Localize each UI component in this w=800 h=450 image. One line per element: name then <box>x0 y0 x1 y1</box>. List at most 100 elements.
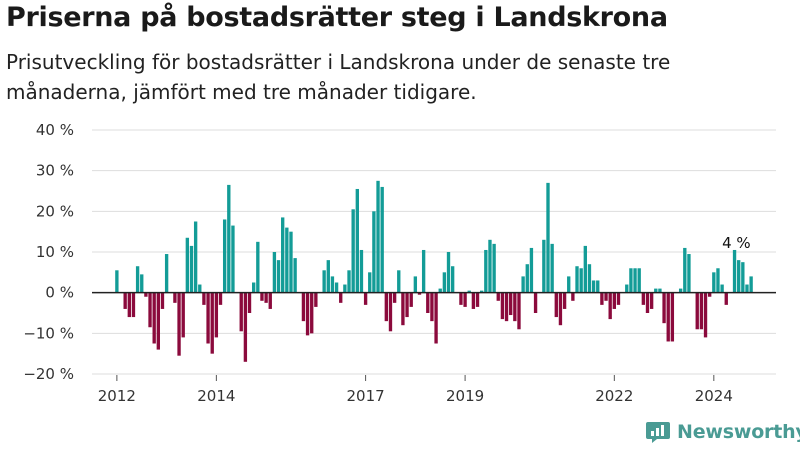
x-tick-label: 2019 <box>446 387 484 405</box>
bar <box>326 260 330 293</box>
bar <box>140 274 144 293</box>
bar <box>724 292 728 305</box>
y-tick-label: 30 % <box>36 162 74 180</box>
bar <box>533 292 538 313</box>
bar <box>550 243 554 293</box>
bar <box>633 268 637 293</box>
bar <box>492 243 496 293</box>
bar <box>185 237 190 293</box>
bar <box>517 292 521 330</box>
bar <box>231 225 235 293</box>
bar <box>637 268 641 293</box>
bar <box>732 249 737 293</box>
bar <box>301 292 306 322</box>
bar <box>268 292 272 309</box>
bar <box>596 280 600 293</box>
bar <box>164 254 169 293</box>
bar <box>152 292 156 344</box>
bar <box>683 247 687 293</box>
bar <box>115 270 119 293</box>
bar <box>438 288 442 293</box>
bar <box>127 292 131 318</box>
bar <box>426 292 430 313</box>
bar <box>243 292 248 362</box>
bar <box>222 219 227 293</box>
bar <box>583 245 587 293</box>
bar <box>475 292 480 307</box>
bar <box>314 292 318 307</box>
bar <box>484 249 488 293</box>
last-value-label: 4 % <box>722 234 751 252</box>
bar <box>355 188 359 293</box>
bar <box>202 292 206 305</box>
bar <box>525 264 529 293</box>
bar <box>509 292 513 316</box>
bar <box>446 252 451 293</box>
bar <box>148 292 152 328</box>
bar <box>339 292 343 303</box>
x-tick-label: 2022 <box>595 387 633 405</box>
bar <box>214 292 219 338</box>
bar <box>703 292 708 338</box>
bar <box>695 292 699 330</box>
y-tick-label: 10 % <box>36 243 74 261</box>
bar <box>587 264 592 293</box>
bar <box>567 276 571 293</box>
bar <box>670 292 675 342</box>
bar <box>144 292 148 297</box>
bar <box>397 270 401 293</box>
bar <box>293 258 297 293</box>
bar <box>372 211 376 293</box>
x-axis-labels: 2012 2014 2017 2019 2022 2024 <box>98 375 733 405</box>
bar <box>363 292 368 305</box>
bars <box>115 180 753 362</box>
bar <box>513 292 517 322</box>
bar <box>305 292 310 336</box>
bar <box>281 217 285 293</box>
bar <box>612 292 616 309</box>
bar <box>720 284 724 293</box>
bar <box>716 268 720 293</box>
bar <box>198 284 202 293</box>
bar <box>289 231 293 293</box>
bar <box>310 292 314 334</box>
bar <box>330 276 335 293</box>
newsworthy-logo-icon <box>646 422 670 443</box>
bar <box>480 290 484 293</box>
bar <box>421 249 426 293</box>
bar <box>380 186 384 293</box>
bar <box>604 292 608 301</box>
bar <box>322 270 326 293</box>
bar <box>496 292 500 301</box>
bar <box>645 292 650 313</box>
bar <box>392 292 397 303</box>
bar <box>264 292 268 303</box>
bar <box>488 239 492 293</box>
bar <box>666 292 670 342</box>
bar <box>430 292 434 322</box>
bar <box>471 292 476 309</box>
bar <box>193 221 198 293</box>
brand-footer: Newsworthy <box>645 420 800 444</box>
bar <box>504 292 509 322</box>
bar <box>256 241 260 293</box>
bar <box>554 292 558 318</box>
bar <box>741 262 745 293</box>
x-tick-label: 2014 <box>197 387 235 405</box>
bar <box>409 292 413 307</box>
bar <box>123 292 127 309</box>
bar <box>160 292 165 309</box>
x-tick-label: 2017 <box>347 387 385 405</box>
bar <box>343 284 347 293</box>
bar <box>521 276 525 293</box>
bar <box>579 268 583 293</box>
bar <box>359 249 364 293</box>
bar <box>368 272 372 293</box>
bar <box>272 252 277 293</box>
bar <box>463 292 467 307</box>
bar <box>500 292 505 320</box>
y-axis-labels: −20 % −10 % 0 % 10 % 20 % 30 % 40 % <box>23 121 74 383</box>
bar <box>467 290 471 293</box>
bar <box>173 292 177 303</box>
